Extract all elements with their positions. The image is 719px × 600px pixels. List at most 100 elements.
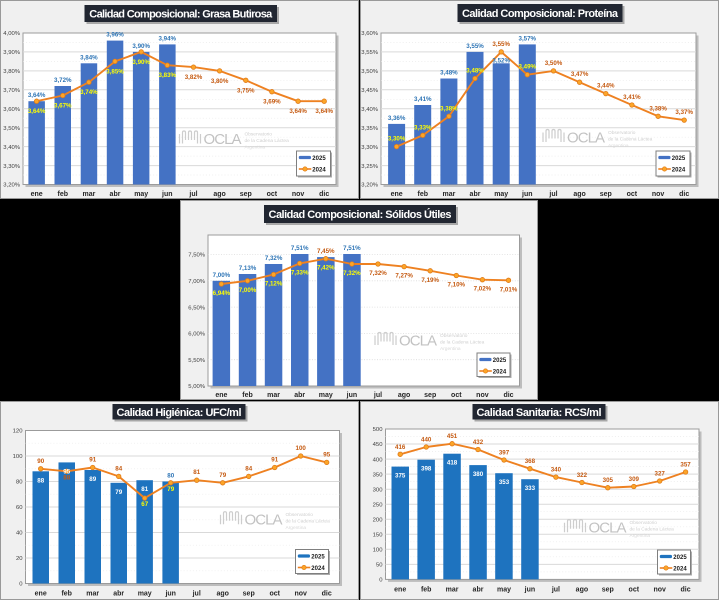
svg-text:de la Cadena Láctea: de la Cadena Láctea xyxy=(608,136,653,142)
svg-text:3,33%: 3,33% xyxy=(414,124,432,131)
svg-text:abr: abr xyxy=(113,591,124,598)
svg-text:3,64%: 3,64% xyxy=(315,108,333,115)
svg-text:3,41%: 3,41% xyxy=(623,94,641,101)
svg-text:OCLA: OCLA xyxy=(245,512,283,529)
svg-text:de la Cadena Láctea: de la Cadena Láctea xyxy=(245,138,290,144)
svg-text:may: may xyxy=(497,587,511,594)
svg-text:7,00%: 7,00% xyxy=(188,279,205,285)
svg-text:mar: mar xyxy=(446,587,459,594)
svg-text:2025: 2025 xyxy=(672,156,686,162)
svg-text:7,02%: 7,02% xyxy=(474,286,492,293)
svg-text:3,52%: 3,52% xyxy=(492,57,510,64)
svg-text:dic: dic xyxy=(322,591,332,598)
svg-text:oct: oct xyxy=(269,591,280,598)
svg-text:60: 60 xyxy=(16,505,23,511)
svg-text:Argentina: Argentina xyxy=(286,525,307,531)
svg-text:Calidad Composicional: Sólidos: Calidad Composicional: Sólidos Útiles xyxy=(269,208,452,221)
svg-text:500: 500 xyxy=(373,427,384,433)
svg-text:84: 84 xyxy=(115,465,122,472)
svg-text:3,80%: 3,80% xyxy=(211,78,229,85)
svg-text:feb: feb xyxy=(421,587,432,594)
svg-text:Argentina: Argentina xyxy=(630,533,651,539)
svg-text:368: 368 xyxy=(525,458,536,465)
svg-text:Argentina: Argentina xyxy=(440,346,461,352)
svg-text:81: 81 xyxy=(141,486,148,493)
svg-text:ago: ago xyxy=(573,191,585,198)
svg-text:ene: ene xyxy=(391,191,403,198)
svg-text:450: 450 xyxy=(373,442,384,448)
svg-text:95: 95 xyxy=(323,451,330,458)
svg-text:Calidad Composicional: Proteín: Calidad Composicional: Proteína xyxy=(462,8,619,20)
svg-text:0: 0 xyxy=(19,582,23,588)
svg-text:3,85%: 3,85% xyxy=(106,68,124,75)
svg-text:7,45%: 7,45% xyxy=(317,248,335,255)
svg-text:3,36%: 3,36% xyxy=(388,115,406,122)
svg-text:Observatorio: Observatorio xyxy=(630,520,658,526)
svg-text:sep: sep xyxy=(600,191,612,198)
svg-text:3,83%: 3,83% xyxy=(159,72,177,79)
svg-text:91: 91 xyxy=(89,457,96,464)
svg-text:88: 88 xyxy=(37,477,44,484)
svg-text:ene: ene xyxy=(31,191,43,198)
svg-text:nov: nov xyxy=(652,191,665,198)
svg-text:jun: jun xyxy=(161,191,173,198)
svg-text:3,50%: 3,50% xyxy=(361,69,378,75)
svg-text:3,80%: 3,80% xyxy=(3,69,20,75)
svg-text:7,32%: 7,32% xyxy=(369,270,387,277)
svg-text:Observatorio: Observatorio xyxy=(245,131,273,137)
svg-text:350: 350 xyxy=(373,472,384,478)
svg-text:Calidad Higiénica: UFC/ml: Calidad Higiénica: UFC/ml xyxy=(117,407,242,419)
svg-text:3,30%: 3,30% xyxy=(3,164,20,170)
svg-text:7,51%: 7,51% xyxy=(291,245,309,252)
svg-text:398: 398 xyxy=(421,466,432,473)
svg-text:7,33%: 7,33% xyxy=(291,269,309,276)
svg-text:oct: oct xyxy=(267,191,278,198)
svg-text:mar: mar xyxy=(267,392,280,399)
svg-text:mar: mar xyxy=(442,191,455,198)
svg-text:abr: abr xyxy=(473,587,484,594)
svg-text:jun: jun xyxy=(521,191,533,198)
svg-text:jul: jul xyxy=(551,587,560,594)
svg-text:oct: oct xyxy=(629,587,640,594)
svg-text:2025: 2025 xyxy=(673,555,687,561)
svg-text:81: 81 xyxy=(193,469,200,476)
svg-text:dic: dic xyxy=(503,392,513,399)
svg-text:jul: jul xyxy=(373,392,382,399)
svg-text:7,32%: 7,32% xyxy=(265,255,283,262)
svg-text:3,55%: 3,55% xyxy=(466,43,484,50)
svg-text:abr: abr xyxy=(110,191,121,198)
svg-text:6,00%: 6,00% xyxy=(188,332,205,338)
svg-text:may: may xyxy=(138,591,152,598)
svg-text:3,44%: 3,44% xyxy=(597,83,615,90)
svg-text:3,40%: 3,40% xyxy=(361,107,378,113)
svg-text:3,57%: 3,57% xyxy=(519,35,537,42)
svg-text:abr: abr xyxy=(470,191,481,198)
svg-text:380: 380 xyxy=(473,471,484,478)
svg-text:2025: 2025 xyxy=(311,554,325,560)
svg-text:OCLA: OCLA xyxy=(204,131,242,148)
svg-text:dic: dic xyxy=(679,191,689,198)
svg-text:340: 340 xyxy=(551,467,562,474)
svg-text:3,55%: 3,55% xyxy=(361,50,378,56)
svg-text:OCLA: OCLA xyxy=(567,130,605,147)
svg-text:Observatorio: Observatorio xyxy=(608,130,636,136)
svg-text:mar: mar xyxy=(86,591,99,598)
svg-text:79: 79 xyxy=(219,472,226,479)
svg-text:400: 400 xyxy=(373,457,384,463)
svg-text:may: may xyxy=(494,191,508,198)
svg-text:7,13%: 7,13% xyxy=(239,265,257,272)
svg-text:100: 100 xyxy=(13,454,24,460)
svg-text:2024: 2024 xyxy=(312,167,326,173)
svg-text:309: 309 xyxy=(629,476,640,483)
svg-text:7,01%: 7,01% xyxy=(500,286,518,293)
svg-text:91: 91 xyxy=(271,457,278,464)
svg-text:3,30%: 3,30% xyxy=(388,136,406,143)
svg-text:jun: jun xyxy=(524,587,536,594)
svg-text:2024: 2024 xyxy=(311,566,325,572)
svg-text:Calidad Sanitaria: RCS/ml: Calidad Sanitaria: RCS/ml xyxy=(477,407,602,419)
svg-text:7,32%: 7,32% xyxy=(343,270,361,277)
svg-text:327: 327 xyxy=(655,471,666,478)
svg-text:7,10%: 7,10% xyxy=(448,282,466,289)
svg-text:3,41%: 3,41% xyxy=(414,96,432,103)
svg-text:79: 79 xyxy=(115,489,122,496)
